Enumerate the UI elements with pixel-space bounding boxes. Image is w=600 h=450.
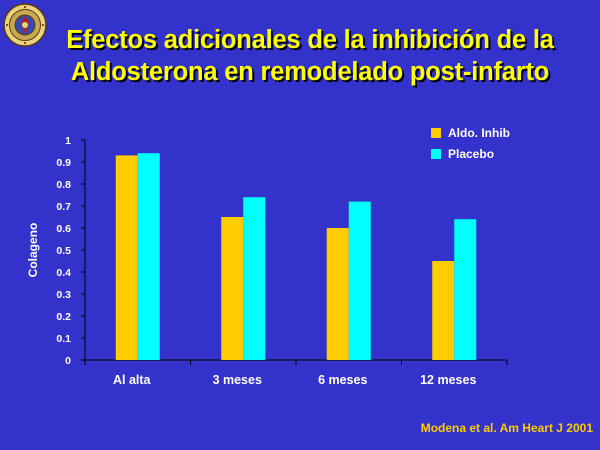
legend-label: Placebo: [448, 147, 494, 161]
y-tick-label: 0.1: [56, 333, 71, 345]
y-tick-label: 0.2: [56, 311, 71, 323]
bar-placebo: [243, 197, 266, 360]
y-tick-label: 0.7: [56, 201, 71, 213]
university-seal-icon: [3, 3, 47, 47]
y-axis-ticks: 0 0.1 0.2 0.3 0.4 0.5 0.6 0.7 0.8 0.9 1: [56, 135, 85, 367]
x-category-label: Al alta: [113, 373, 152, 387]
slide-title: Efectos adicionales de la inhibición de …: [40, 24, 580, 88]
bar-placebo: [454, 219, 477, 360]
x-axis-labels: Al alta 3 meses 6 meses 12 meses: [113, 373, 476, 387]
chart-legend: Aldo. Inhib Placebo: [431, 126, 510, 161]
y-tick-label: 0: [65, 355, 71, 367]
y-tick-label: 0.3: [56, 289, 71, 301]
legend-label: Aldo. Inhib: [448, 126, 510, 140]
chart-bars: [115, 153, 477, 360]
bar-aldo-inhib: [221, 217, 244, 360]
slide-title-line-2: Aldosterona en remodelado post-infarto: [70, 58, 550, 86]
x-category-label: 3 meses: [213, 373, 262, 387]
y-tick-label: 0.4: [56, 267, 71, 279]
bar-placebo: [137, 153, 160, 360]
bar-aldo-inhib: [115, 155, 138, 360]
bar-aldo-inhib: [432, 261, 455, 360]
y-axis-label: Colageno: [26, 223, 40, 278]
x-category-label: 12 meses: [420, 373, 476, 387]
y-tick-label: 0.5: [56, 245, 71, 257]
slide-title-line-1: Efectos adicionales de la inhibición de …: [66, 26, 554, 54]
legend-swatch: [431, 128, 441, 138]
citation: Modena et al. Am Heart J 2001: [420, 421, 593, 435]
y-tick-label: 0.6: [56, 223, 71, 235]
y-tick-label: 0.9: [56, 157, 71, 169]
y-tick-label: 0.8: [56, 179, 71, 191]
y-tick-label: 1: [65, 135, 71, 147]
legend-swatch: [431, 149, 441, 159]
bar-aldo-inhib: [326, 228, 349, 360]
bar-placebo: [348, 201, 371, 360]
x-category-label: 6 meses: [318, 373, 367, 387]
